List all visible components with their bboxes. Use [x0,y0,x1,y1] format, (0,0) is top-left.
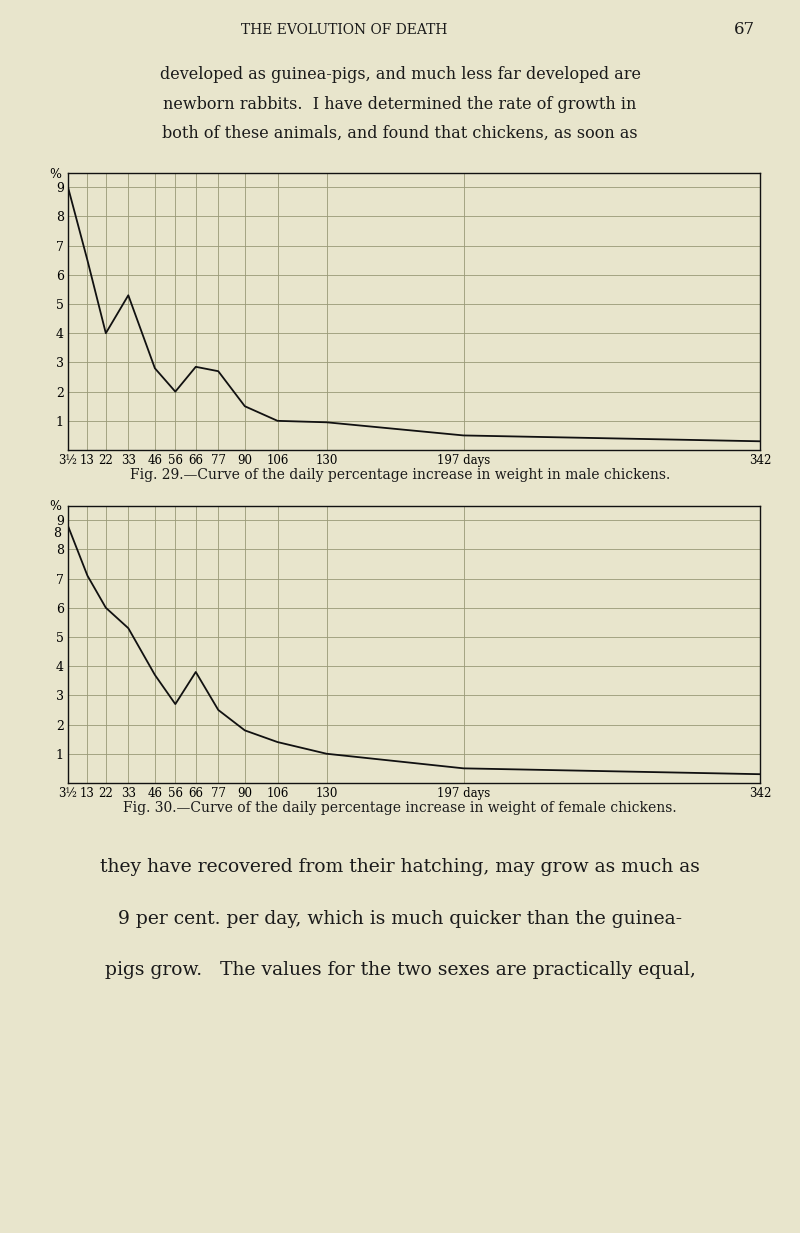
Text: developed as guinea-pigs, and much less far developed are: developed as guinea-pigs, and much less … [159,67,641,83]
Text: 8: 8 [53,526,61,540]
Text: Fig. 30.—Curve of the daily percentage increase in weight of female chickens.: Fig. 30.—Curve of the daily percentage i… [123,800,677,815]
Text: 67: 67 [734,21,754,38]
Text: Fig. 29.—Curve of the daily percentage increase in weight in male chickens.: Fig. 29.—Curve of the daily percentage i… [130,467,670,482]
Text: they have recovered from their hatching, may grow as much as: they have recovered from their hatching,… [100,858,700,875]
Text: newborn rabbits.  I have determined the rate of growth in: newborn rabbits. I have determined the r… [163,96,637,112]
Text: both of these animals, and found that chickens, as soon as: both of these animals, and found that ch… [162,126,638,142]
Text: %: % [49,501,61,513]
Text: THE EVOLUTION OF DEATH: THE EVOLUTION OF DEATH [241,22,447,37]
Text: 9 per cent. per day, which is much quicker than the guinea-: 9 per cent. per day, which is much quick… [118,910,682,927]
Text: pigs grow.   The values for the two sexes are practically equal,: pigs grow. The values for the two sexes … [105,962,695,979]
Text: %: % [49,168,61,180]
